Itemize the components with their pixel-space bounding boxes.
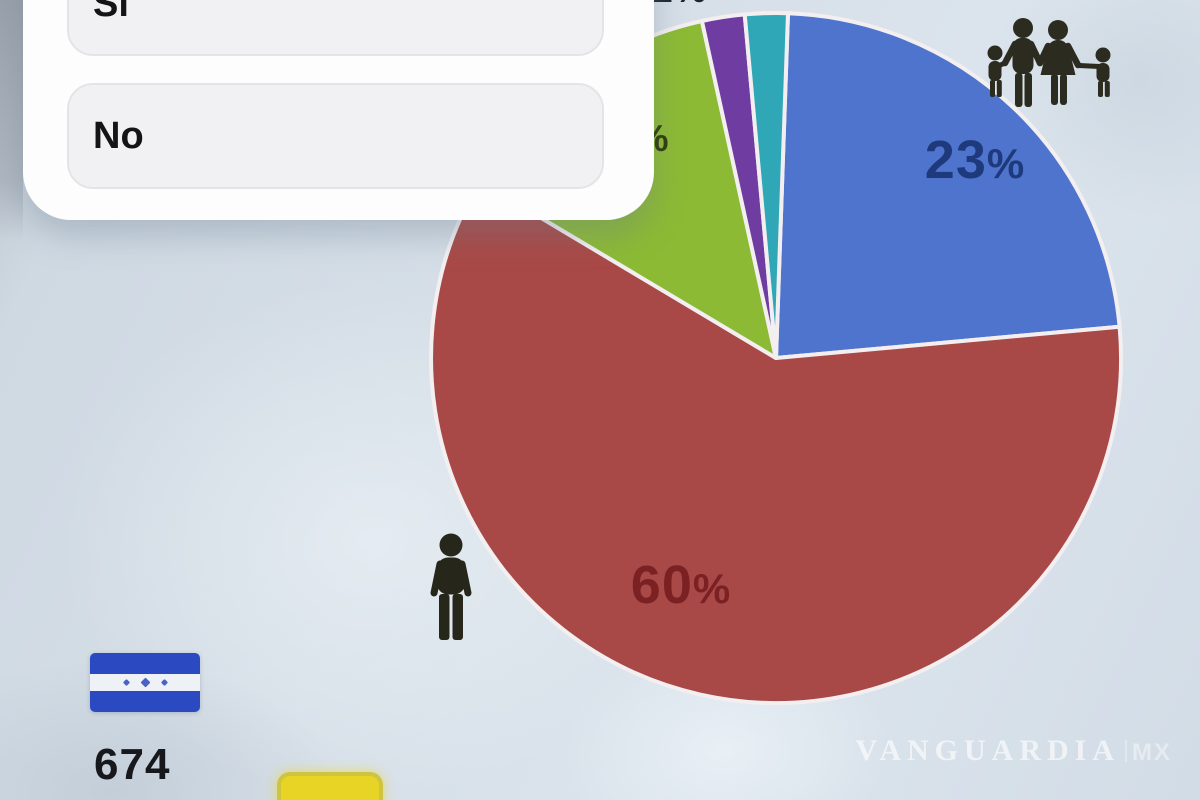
pie-label-purple-cut-off: 2% <box>618 0 738 10</box>
flag-star <box>140 677 150 688</box>
poll-option-si[interactable]: Sí <box>67 0 604 56</box>
watermark-brand: VANGUARDIA <box>855 734 1120 767</box>
watermark-divider <box>1125 740 1127 762</box>
person-icon <box>430 533 472 640</box>
flag-stripe-bottom <box>90 691 200 712</box>
flag-star <box>122 678 130 687</box>
flag-star <box>160 678 168 687</box>
pie-label-blue: 23% <box>880 133 1070 187</box>
percent-sign: % <box>986 140 1026 187</box>
poll-option-si-label: Sí <box>93 0 129 25</box>
watermark-region: MX <box>1132 739 1172 766</box>
pie-label-blue-value: 23 <box>924 130 987 190</box>
pie-slice-blue <box>774 11 1122 360</box>
pie-label-red-value: 60 <box>630 555 693 615</box>
percent-sign: % <box>692 565 732 612</box>
poll-option-no-label: No <box>93 114 144 157</box>
family-icon <box>987 18 1111 107</box>
watermark: VANGUARDIA MX <box>856 734 1172 768</box>
pie-slice-teal <box>742 10 790 360</box>
poll-option-no[interactable]: No <box>67 83 604 189</box>
pie-label-red: 60% <box>586 558 776 612</box>
flag-icon <box>90 653 200 712</box>
flag-count: 674 <box>94 740 171 789</box>
poll-card: Sí No <box>23 0 654 220</box>
background-edge-strip <box>0 0 23 240</box>
percent-sign: % <box>674 0 707 10</box>
yellow-chip <box>277 772 383 800</box>
pie-label-purple-value: 2 <box>649 0 674 12</box>
flag-stripe-top <box>90 653 200 674</box>
flag-stripe-middle <box>90 673 200 692</box>
